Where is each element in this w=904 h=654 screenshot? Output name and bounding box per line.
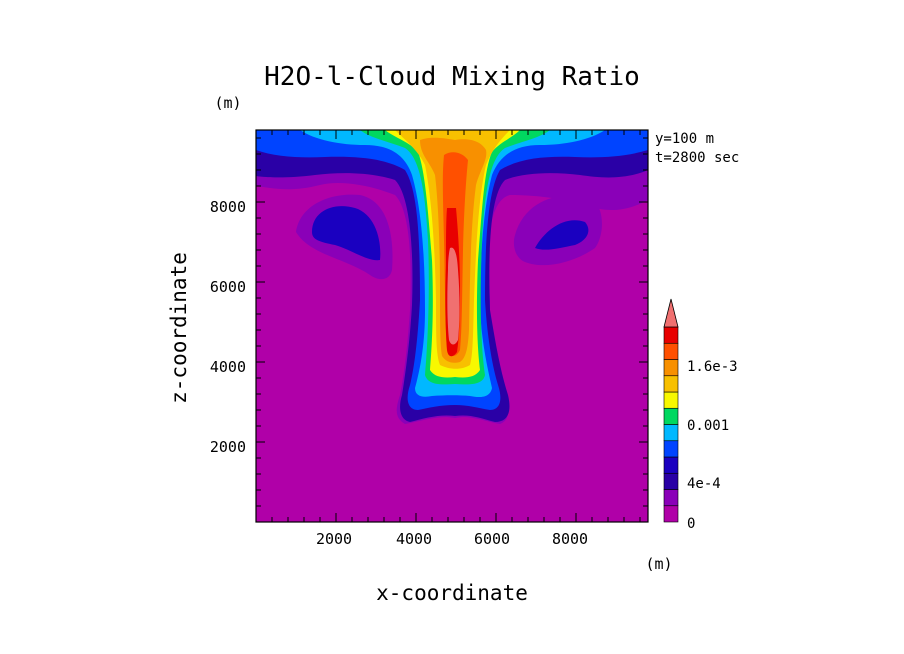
- contour-level-max: [447, 247, 460, 345]
- colorbar: [663, 298, 679, 523]
- colorbar-swatch: [663, 456, 679, 474]
- colorbar-swatch: [663, 326, 679, 344]
- x-unit-label: (m): [645, 555, 672, 573]
- x-axis-label: x-coordinate: [376, 581, 528, 605]
- colorbar-swatch: [663, 440, 679, 458]
- colorbar-swatch: [663, 342, 679, 360]
- chart-title: H2O-l-Cloud Mixing Ratio: [264, 62, 640, 92]
- x-tick-label: 4000: [396, 530, 432, 548]
- x-tick-label: 6000: [474, 530, 510, 548]
- colorbar-swatch: [663, 505, 679, 523]
- y-tick-label: 6000: [210, 278, 246, 296]
- annotation-y-slice: y=100 m: [655, 131, 714, 147]
- y-tick-label: 8000: [210, 198, 246, 216]
- contour-field: [256, 130, 648, 522]
- colorbar-swatch: [663, 375, 679, 393]
- colorbar-swatch: [663, 424, 679, 442]
- colorbar-swatch: [663, 407, 679, 425]
- y-tick-label: 4000: [210, 358, 246, 376]
- contour-level-2-left-vortex: [312, 206, 381, 261]
- x-tick-label: 2000: [316, 530, 352, 548]
- axis-ticks: [256, 130, 648, 522]
- plot-frame: [255, 129, 649, 523]
- y-axis-label: z-coordinate: [167, 252, 191, 404]
- colorbar-label-0.001: 0.001: [687, 418, 729, 434]
- colorbar-swatch: [663, 472, 679, 490]
- colorbar-label-4e-4: 4e-4: [687, 476, 721, 492]
- colorbar-swatch: [663, 359, 679, 377]
- colorbar-swatch: [663, 391, 679, 409]
- contour-level-2-right-vortex: [535, 220, 589, 250]
- annotation-time: t=2800 sec: [655, 150, 739, 166]
- colorbar-swatch: [663, 489, 679, 507]
- colorbar-label-1.6e-3: 1.6e-3: [687, 359, 738, 375]
- x-tick-label: 8000: [552, 530, 588, 548]
- colorbar-label-0: 0: [687, 516, 695, 532]
- y-unit-label: (m): [214, 94, 241, 112]
- colorbar-extend-arrow: [663, 298, 679, 328]
- y-tick-label: 2000: [210, 438, 246, 456]
